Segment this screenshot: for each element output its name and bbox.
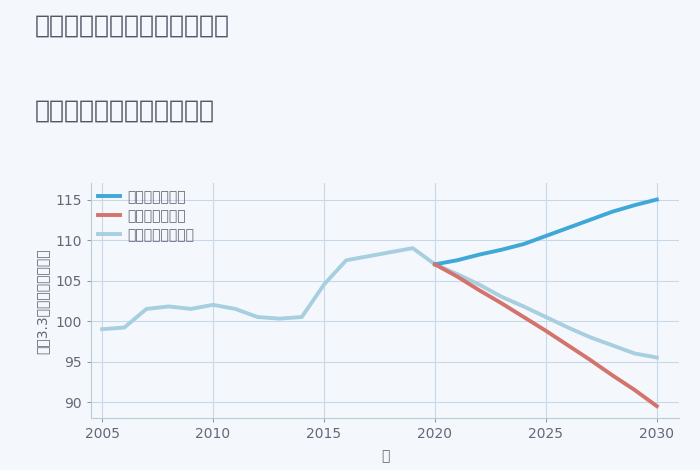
ノーマルシナリオ — [631, 351, 639, 356]
バッドシナリオ — [475, 288, 484, 293]
バッドシナリオ — [631, 387, 639, 393]
ノーマルシナリオ — [497, 294, 505, 299]
ノーマルシナリオ — [608, 343, 617, 348]
バッドシナリオ — [519, 314, 528, 320]
Legend: グッドシナリオ, バッドシナリオ, ノーマルシナリオ: グッドシナリオ, バッドシナリオ, ノーマルシナリオ — [98, 190, 194, 242]
ノーマルシナリオ — [586, 335, 594, 340]
ノーマルシナリオ — [142, 306, 150, 312]
ノーマルシナリオ — [652, 355, 661, 360]
Text: 岐阜県加茂郡白川町水戸野の: 岐阜県加茂郡白川町水戸野の — [35, 14, 230, 38]
グッドシナリオ — [519, 241, 528, 247]
ノーマルシナリオ — [320, 282, 328, 288]
バッドシナリオ — [564, 343, 573, 348]
ノーマルシナリオ — [364, 253, 372, 259]
ノーマルシナリオ — [298, 314, 306, 320]
ノーマルシナリオ — [98, 326, 106, 332]
ノーマルシナリオ — [253, 314, 262, 320]
グッドシナリオ — [631, 203, 639, 208]
バッドシナリオ — [608, 373, 617, 378]
グッドシナリオ — [430, 261, 439, 267]
Line: バッドシナリオ: バッドシナリオ — [435, 264, 657, 406]
グッドシナリオ — [652, 196, 661, 202]
グッドシナリオ — [453, 258, 461, 263]
グッドシナリオ — [475, 252, 484, 258]
ノーマルシナリオ — [209, 302, 217, 308]
バッドシナリオ — [453, 274, 461, 279]
Line: ノーマルシナリオ: ノーマルシナリオ — [102, 248, 657, 358]
ノーマルシナリオ — [564, 325, 573, 330]
ノーマルシナリオ — [275, 316, 284, 321]
ノーマルシナリオ — [430, 261, 439, 267]
グッドシナリオ — [608, 209, 617, 214]
ノーマルシナリオ — [453, 271, 461, 277]
バッドシナリオ — [586, 357, 594, 363]
Text: 中古マンションの価格推移: 中古マンションの価格推移 — [35, 99, 215, 123]
Y-axis label: 平（3.3㎡）単価（万円）: 平（3.3㎡）単価（万円） — [36, 248, 50, 353]
ノーマルシナリオ — [409, 245, 417, 251]
ノーマルシナリオ — [120, 325, 129, 330]
バッドシナリオ — [652, 403, 661, 409]
ノーマルシナリオ — [231, 306, 239, 312]
ノーマルシナリオ — [519, 304, 528, 309]
Line: グッドシナリオ: グッドシナリオ — [435, 199, 657, 264]
グッドシナリオ — [497, 247, 505, 252]
グッドシナリオ — [564, 225, 573, 231]
ノーマルシナリオ — [164, 304, 173, 309]
X-axis label: 年: 年 — [381, 450, 389, 464]
バッドシナリオ — [497, 300, 505, 306]
バッドシナリオ — [430, 261, 439, 267]
ノーマルシナリオ — [475, 282, 484, 288]
ノーマルシナリオ — [342, 258, 351, 263]
グッドシナリオ — [542, 233, 550, 239]
バッドシナリオ — [542, 328, 550, 334]
ノーマルシナリオ — [386, 250, 395, 255]
グッドシナリオ — [586, 217, 594, 223]
ノーマルシナリオ — [542, 314, 550, 320]
ノーマルシナリオ — [187, 306, 195, 312]
